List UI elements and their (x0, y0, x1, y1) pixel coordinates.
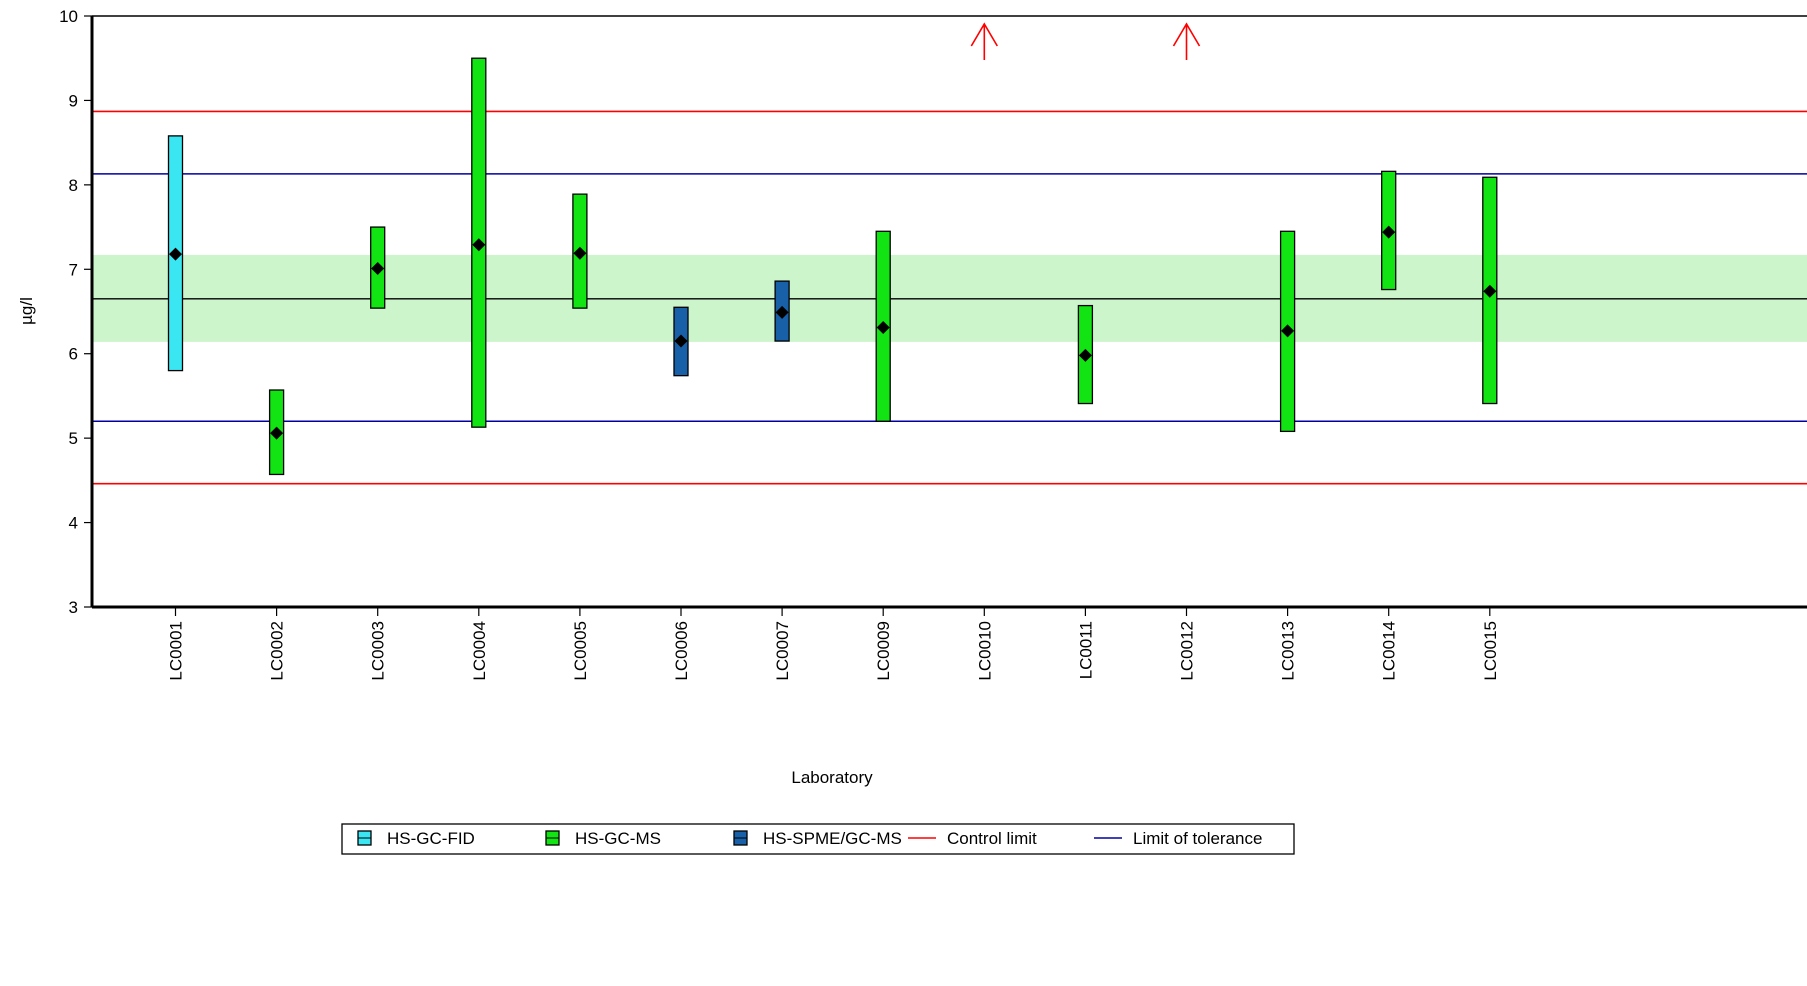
x-tick-label: LC0001 (167, 621, 186, 681)
x-tick-label: LC0014 (1380, 621, 1399, 681)
x-tick-label: LC0010 (975, 621, 994, 681)
mean-marker-lc0002 (270, 426, 284, 440)
y-tick-label: 9 (69, 91, 78, 110)
bars-layer (167, 22, 1498, 476)
off-scale-arrow-lc0010 (970, 22, 998, 60)
labels-layer: 3 4 5 6 7 8 9 10 LC0001 LC0002 LC0003 LC0004 LC0005 L… (17, 7, 1500, 787)
y-tick-label: 3 (69, 598, 78, 617)
x-tick-label: LC0005 (571, 621, 590, 681)
legend-label: Limit of tolerance (1133, 829, 1262, 848)
mean-marker-lc0015 (1483, 284, 1497, 298)
mean-marker-lc0004 (472, 238, 486, 252)
legend: HS-GC-FID HS-GC-MS HS-SPME/GC-MS Control li… (341, 823, 1295, 855)
off-scale-arrow-lc0012 (1172, 22, 1201, 60)
mean-marker-lc0009 (876, 321, 890, 335)
x-tick-label: LC0009 (874, 621, 893, 681)
mean-marker-lc0003 (371, 261, 385, 275)
y-tick-label: 7 (69, 260, 78, 279)
x-tick-label: LC0011 (1076, 621, 1095, 679)
mean-marker-lc0014 (1382, 225, 1396, 239)
y-tick-label: 8 (69, 176, 78, 195)
y-axis-title: µg/l (17, 297, 36, 325)
mean-marker-lc0007 (775, 305, 789, 319)
y-tick-label: 5 (69, 429, 78, 448)
x-tick-label: LC0004 (470, 621, 489, 681)
x-axis-title: Laboratory (791, 768, 873, 787)
mean-marker-lc0005 (573, 246, 587, 260)
mean-marker-lc0006 (674, 334, 688, 348)
legend-label: HS-GC-MS (575, 829, 661, 848)
x-tick-label: LC0013 (1279, 621, 1298, 681)
y-tick-label: 10 (59, 7, 78, 26)
legend-label: HS-SPME/GC-MS (763, 829, 902, 848)
legend-label: HS-GC-FID (387, 829, 475, 848)
x-tick-label: LC0012 (1178, 621, 1197, 681)
x-tick-label: LC0006 (672, 621, 691, 681)
limit-lines-layer (92, 110, 1807, 485)
legend-box (341, 823, 1295, 855)
axes-layer (84, 15, 1807, 616)
x-tick-label: LC0002 (268, 621, 287, 681)
mean-marker-lc0011 (1078, 348, 1092, 362)
y-tick-label: 6 (69, 345, 78, 364)
x-tick-label: LC0003 (369, 621, 388, 681)
x-tick-label: LC0015 (1481, 621, 1500, 681)
mean-marker-lc0001 (169, 247, 182, 261)
x-tick-label: LC0007 (773, 621, 792, 681)
legend-label: Control limit (947, 829, 1037, 848)
mean-marker-lc0013 (1281, 324, 1295, 338)
y-tick-label: 4 (69, 514, 78, 533)
